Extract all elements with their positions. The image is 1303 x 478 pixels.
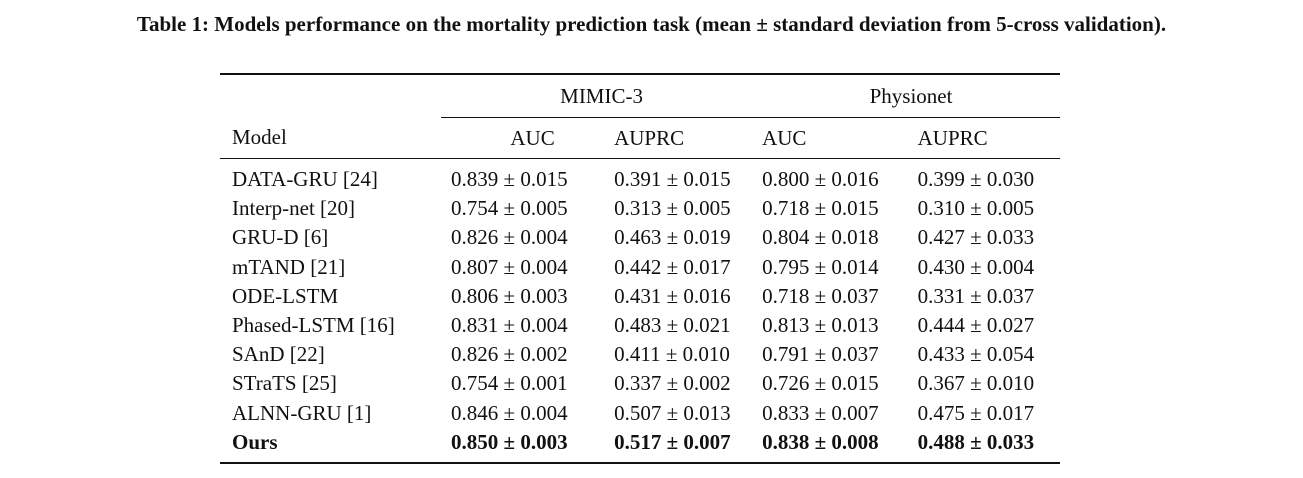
table-row: mTAND [21] 0.807 ± 0.004 0.442 ± 0.017 0… <box>220 253 1060 282</box>
table-row: Phased-LSTM [16] 0.831 ± 0.004 0.483 ± 0… <box>220 311 1060 340</box>
physionet-auc-cell: 0.800 ± 0.016 <box>762 167 879 192</box>
physionet-auc-cell: 0.833 ± 0.007 <box>762 400 879 425</box>
physionet-auc-cell: 0.718 ± 0.015 <box>762 196 879 221</box>
mimic-auprc-cell: 0.411 ± 0.010 <box>614 342 730 367</box>
mimic-auprc-cell: 0.337 ± 0.002 <box>614 371 731 396</box>
model-name: SAnD [22] <box>232 342 325 367</box>
model-name: Ours <box>220 427 442 464</box>
table-row-ours: Ours 0.850 ± 0.003 0.517 ± 0.007 0.838 ±… <box>220 427 1060 464</box>
physionet-auprc-cell: 0.444 ± 0.027 <box>917 313 1035 338</box>
physionet-auc-cell: 0.804 ± 0.018 <box>762 225 879 250</box>
table-row: SAnD [22] 0.826 ± 0.002 0.411 ± 0.010 0.… <box>220 340 1060 369</box>
results-table: MIMIC-3 Physionet Model AUC AUPRC AUC AU… <box>220 73 1060 464</box>
mimic-auc-cell: 0.850 ± 0.003 <box>441 427 615 464</box>
column-header-row: Model AUC AUPRC AUC AUPRC <box>220 117 1060 159</box>
mimic-auprc-cell: 0.391 ± 0.015 <box>614 167 731 192</box>
mimic-auc-cell: 0.754 ± 0.005 <box>451 196 568 221</box>
mimic-auc-cell: 0.826 ± 0.002 <box>451 342 568 367</box>
table-row: GRU-D [6] 0.826 ± 0.004 0.463 ± 0.019 0.… <box>220 223 1060 252</box>
physionet-auprc-cell: 0.475 ± 0.017 <box>917 400 1035 425</box>
group-header-mimic3: MIMIC-3 <box>441 73 763 118</box>
column-header-physionet-auc: AUC <box>762 117 918 159</box>
physionet-auprc-cell: 0.331 ± 0.037 <box>917 283 1035 308</box>
table-row: STraTS [25] 0.754 ± 0.001 0.337 ± 0.002 … <box>220 369 1060 398</box>
mimic-auc-cell: 0.826 ± 0.004 <box>451 225 568 250</box>
physionet-auprc-cell: 0.488 ± 0.033 <box>917 427 1060 464</box>
physionet-auc-cell: 0.726 ± 0.015 <box>762 371 879 396</box>
mimic-auprc-cell: 0.442 ± 0.017 <box>614 254 731 279</box>
physionet-auprc-cell: 0.310 ± 0.005 <box>917 196 1035 221</box>
mimic-auc-cell: 0.754 ± 0.001 <box>451 371 568 396</box>
mimic-auprc-cell: 0.463 ± 0.019 <box>614 225 731 250</box>
physionet-auprc-cell: 0.367 ± 0.010 <box>917 371 1035 396</box>
mimic-auprc-cell: 0.507 ± 0.013 <box>614 400 731 425</box>
mimic-auprc-cell: 0.483 ± 0.021 <box>614 313 731 338</box>
physionet-auprc-cell: 0.433 ± 0.054 <box>917 342 1035 367</box>
physionet-auc-cell: 0.838 ± 0.008 <box>762 427 918 464</box>
table-row: ALNN-GRU [1] 0.846 ± 0.004 0.507 ± 0.013… <box>220 399 1060 428</box>
mimic-auc-cell: 0.839 ± 0.015 <box>451 167 568 192</box>
physionet-auprc-cell: 0.399 ± 0.030 <box>917 167 1035 192</box>
mimic-auc-cell: 0.807 ± 0.004 <box>451 254 568 279</box>
mimic-auprc-cell: 0.313 ± 0.005 <box>614 196 731 221</box>
table-row: ODE-LSTM 0.806 ± 0.003 0.431 ± 0.016 0.7… <box>220 282 1060 311</box>
model-name: GRU-D [6] <box>232 225 329 250</box>
model-name: STraTS [25] <box>232 371 337 396</box>
model-name: ALNN-GRU [1] <box>232 400 372 425</box>
column-header-mimic-auc: AUC <box>441 117 615 159</box>
mimic-auc-cell: 0.831 ± 0.004 <box>451 313 568 338</box>
group-header-physionet: Physionet <box>762 73 1060 118</box>
physionet-auc-cell: 0.718 ± 0.037 <box>762 283 879 308</box>
model-name: mTAND [21] <box>232 254 346 279</box>
physionet-auc-cell: 0.795 ± 0.014 <box>762 254 879 279</box>
table-row: Interp-net [20] 0.754 ± 0.005 0.313 ± 0.… <box>220 194 1060 223</box>
mimic-auc-cell: 0.846 ± 0.004 <box>451 400 568 425</box>
physionet-auc-cell: 0.791 ± 0.037 <box>762 342 879 367</box>
model-name: Phased-LSTM [16] <box>232 313 395 338</box>
model-name: DATA-GRU [24] <box>232 167 378 192</box>
group-header-empty <box>220 73 442 118</box>
physionet-auprc-cell: 0.430 ± 0.004 <box>917 254 1035 279</box>
mimic-auprc-cell: 0.431 ± 0.016 <box>614 283 731 308</box>
table-row: DATA-GRU [24] 0.839 ± 0.015 0.391 ± 0.01… <box>220 159 1060 195</box>
column-header-mimic-auprc: AUPRC <box>614 117 763 159</box>
mimic-auprc-cell: 0.517 ± 0.007 <box>614 427 763 464</box>
mimic-auc-cell: 0.806 ± 0.003 <box>451 283 568 308</box>
physionet-auprc-cell: 0.427 ± 0.033 <box>917 225 1035 250</box>
group-header-row: MIMIC-3 Physionet <box>220 73 1060 118</box>
model-name: Interp-net [20] <box>232 196 356 221</box>
model-name: ODE-LSTM <box>232 283 339 308</box>
table-caption: Table 1: Models performance on the morta… <box>136 12 1167 36</box>
column-header-physionet-auprc: AUPRC <box>917 117 1060 159</box>
physionet-auc-cell: 0.813 ± 0.013 <box>762 313 879 338</box>
column-header-model: Model <box>220 117 442 159</box>
